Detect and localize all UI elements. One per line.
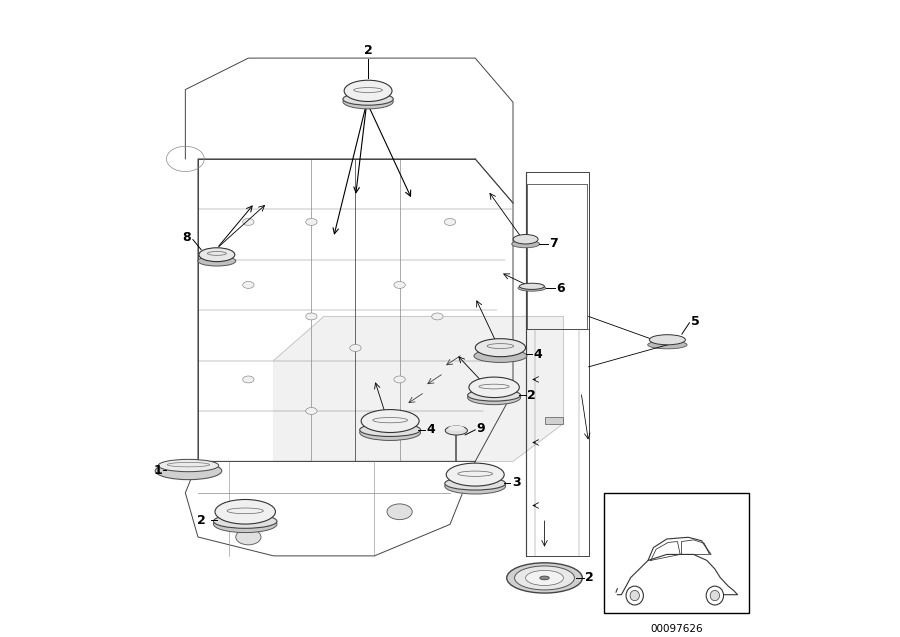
Ellipse shape bbox=[630, 590, 639, 601]
Ellipse shape bbox=[540, 576, 549, 580]
Ellipse shape bbox=[243, 376, 254, 383]
Ellipse shape bbox=[706, 586, 724, 605]
Ellipse shape bbox=[432, 313, 443, 320]
Text: 2: 2 bbox=[585, 571, 594, 584]
Ellipse shape bbox=[469, 377, 519, 397]
Text: 2: 2 bbox=[364, 44, 373, 57]
Text: 6: 6 bbox=[556, 282, 564, 294]
Ellipse shape bbox=[350, 345, 361, 352]
Text: 5: 5 bbox=[690, 315, 699, 328]
Ellipse shape bbox=[650, 334, 686, 345]
Ellipse shape bbox=[446, 426, 467, 435]
Ellipse shape bbox=[519, 283, 544, 289]
Ellipse shape bbox=[158, 459, 219, 472]
Bar bbox=[544, 417, 563, 424]
Ellipse shape bbox=[243, 282, 254, 289]
Ellipse shape bbox=[518, 285, 545, 291]
Ellipse shape bbox=[343, 94, 393, 109]
Ellipse shape bbox=[475, 339, 526, 357]
Ellipse shape bbox=[155, 462, 221, 480]
Text: 2: 2 bbox=[197, 514, 205, 527]
Text: 3: 3 bbox=[512, 476, 520, 489]
Ellipse shape bbox=[446, 463, 504, 486]
Text: 00097626: 00097626 bbox=[651, 624, 703, 634]
Ellipse shape bbox=[387, 504, 412, 520]
Ellipse shape bbox=[360, 425, 420, 440]
Polygon shape bbox=[274, 317, 563, 461]
Ellipse shape bbox=[468, 389, 520, 401]
Ellipse shape bbox=[306, 218, 317, 225]
Ellipse shape bbox=[215, 499, 275, 524]
Ellipse shape bbox=[513, 234, 538, 244]
Ellipse shape bbox=[445, 477, 506, 490]
Ellipse shape bbox=[394, 376, 405, 383]
Text: 2: 2 bbox=[526, 389, 536, 402]
Ellipse shape bbox=[199, 248, 235, 262]
Ellipse shape bbox=[213, 515, 277, 533]
Ellipse shape bbox=[394, 282, 405, 289]
Ellipse shape bbox=[306, 408, 317, 415]
Ellipse shape bbox=[243, 218, 254, 225]
Text: 4: 4 bbox=[426, 424, 435, 436]
Text: 1: 1 bbox=[154, 464, 163, 476]
Ellipse shape bbox=[306, 313, 317, 320]
Ellipse shape bbox=[648, 341, 687, 349]
Ellipse shape bbox=[512, 240, 539, 248]
Text: 9: 9 bbox=[476, 422, 485, 435]
Ellipse shape bbox=[198, 256, 236, 266]
Ellipse shape bbox=[360, 423, 420, 436]
Ellipse shape bbox=[515, 566, 574, 590]
Ellipse shape bbox=[343, 93, 393, 105]
Bar bbox=[605, 493, 750, 613]
Ellipse shape bbox=[526, 570, 563, 585]
Ellipse shape bbox=[445, 218, 455, 225]
Ellipse shape bbox=[710, 590, 719, 601]
Ellipse shape bbox=[474, 349, 526, 362]
Ellipse shape bbox=[507, 563, 582, 593]
Text: 7: 7 bbox=[550, 238, 558, 250]
Ellipse shape bbox=[448, 426, 464, 431]
Ellipse shape bbox=[344, 80, 392, 101]
Text: 4: 4 bbox=[533, 348, 542, 361]
Ellipse shape bbox=[445, 478, 506, 494]
Ellipse shape bbox=[236, 529, 261, 545]
Ellipse shape bbox=[213, 514, 277, 528]
Ellipse shape bbox=[626, 586, 644, 605]
Text: 8: 8 bbox=[182, 231, 191, 244]
Ellipse shape bbox=[361, 410, 419, 433]
Ellipse shape bbox=[468, 390, 520, 404]
